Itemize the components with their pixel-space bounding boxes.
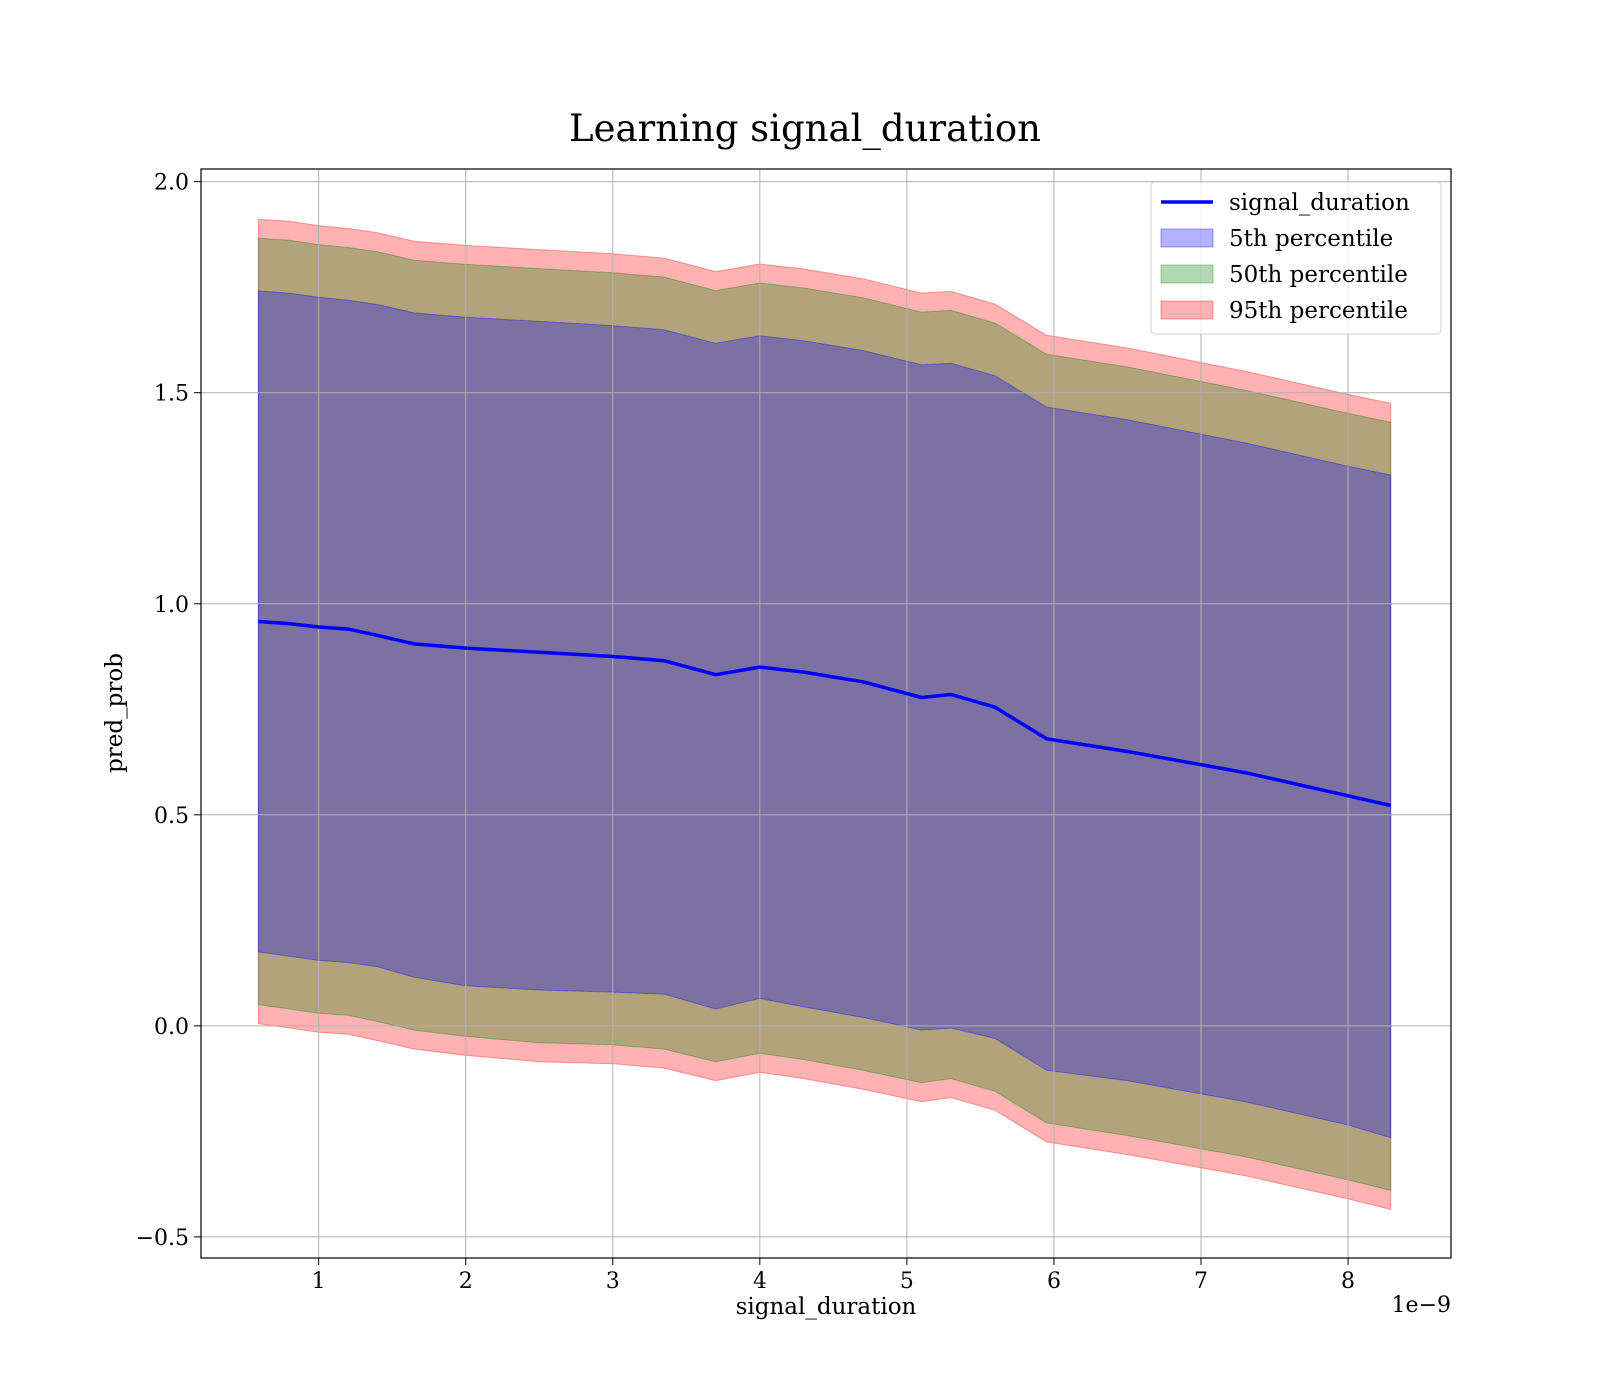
- y-tick-label-6: 2.0: [154, 171, 189, 196]
- legend-label-50th-percentile: 50th percentile: [1229, 262, 1408, 288]
- y-tick-label-3: 0.5: [154, 804, 189, 829]
- x-axis-label: signal_duration: [736, 1294, 917, 1320]
- x-tick-label-8: 8: [1341, 1269, 1355, 1294]
- y-tick-label-1: −0.5: [136, 1226, 189, 1251]
- legend-box: [1150, 181, 1442, 335]
- chart-title: Learning signal_duration: [569, 107, 1041, 151]
- y-tick-label-4: 1.0: [154, 593, 189, 618]
- y-tick-label-2: 0.0: [154, 1015, 189, 1040]
- band-50th-percentile: [257, 237, 1392, 1192]
- legend: signal_duration 5th percentile 50th percen…: [1150, 181, 1442, 335]
- legend-swatch-5th-percentile: [1160, 228, 1214, 248]
- band-95th-percentile: [257, 218, 1392, 1211]
- legend-label-95th-percentile: 95th percentile: [1229, 298, 1408, 324]
- x-tick-label-3: 3: [606, 1269, 620, 1294]
- line-signal-duration: [258, 619, 1392, 808]
- x-tick-label-2: 2: [459, 1269, 473, 1294]
- x-tick-label-1: 1: [312, 1269, 326, 1294]
- x-offset-text: 1e−9: [1392, 1293, 1451, 1318]
- legend-swatch-50th-percentile: [1160, 264, 1214, 284]
- band-5th-percentile: [257, 290, 1392, 1139]
- y-axis-label: pred_prob: [102, 653, 128, 773]
- grid-layer: [201, 169, 1451, 1258]
- legend-label-signal-duration: signal_duration: [1229, 190, 1410, 216]
- line-layer: [258, 619, 1392, 808]
- x-axis-ticks: 1 2 3 4 5 6 7 8: [312, 1258, 1355, 1294]
- y-axis-ticks: −0.5 0.0 0.5 1.0 1.5 2.0: [136, 171, 201, 1251]
- legend-label-5th-percentile: 5th percentile: [1229, 226, 1393, 252]
- x-tick-label-7: 7: [1194, 1269, 1208, 1294]
- bands-layer: [257, 218, 1392, 1211]
- plot-frame: [200, 168, 1452, 1259]
- x-tick-label-4: 4: [753, 1269, 767, 1294]
- legend-swatch-95th-percentile: [1160, 300, 1214, 320]
- x-tick-label-5: 5: [900, 1269, 914, 1294]
- x-tick-label-6: 6: [1047, 1269, 1061, 1294]
- y-tick-label-5: 1.5: [154, 382, 189, 407]
